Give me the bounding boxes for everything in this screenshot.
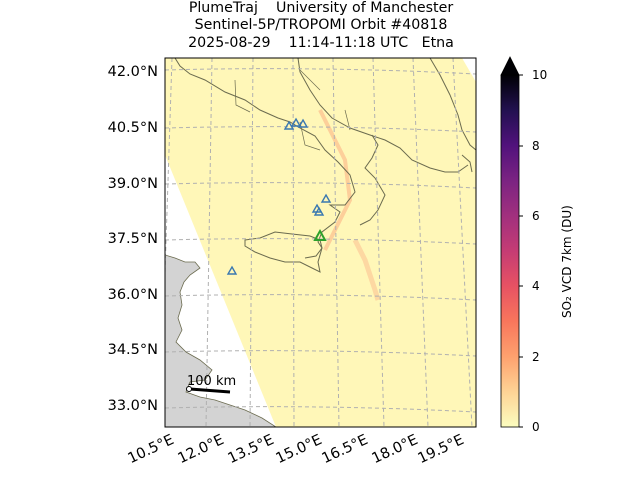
colorbar bbox=[500, 74, 520, 428]
coastline-sicily bbox=[244, 231, 323, 273]
colorbar-tick: 0 bbox=[532, 420, 540, 434]
volcano-marker bbox=[226, 265, 238, 275]
lat-label: 33.0°N bbox=[107, 398, 158, 414]
colorbar-tick: 4 bbox=[532, 279, 540, 293]
title-line-2: Sentinel-5P/TROPOMI Orbit #40818 bbox=[194, 17, 448, 33]
graticule bbox=[165, 58, 476, 427]
volcano-marker bbox=[283, 120, 295, 130]
volcano-marker bbox=[313, 206, 325, 216]
colorbar-tick: 10 bbox=[532, 68, 548, 82]
scale-bar bbox=[189, 387, 231, 394]
colorbar-tick: 8 bbox=[532, 139, 540, 153]
colorbar-extend-arrow bbox=[500, 56, 520, 76]
target-volcano-marker-etna bbox=[313, 228, 327, 241]
lat-label: 34.5°N bbox=[107, 342, 158, 358]
land-tunisia bbox=[165, 254, 277, 427]
coastline-balkans bbox=[429, 58, 476, 151]
map-panel bbox=[165, 58, 476, 427]
lat-label: 42.0°N bbox=[107, 64, 158, 80]
title-line-3: 2025-08-29 11:14-11:18 UTC Etna bbox=[188, 35, 454, 51]
colorbar-tick: 6 bbox=[532, 209, 540, 223]
volcano-marker bbox=[290, 117, 302, 127]
volcano-marker bbox=[320, 193, 332, 203]
lat-label: 37.5°N bbox=[107, 231, 158, 247]
lat-label: 36.0°N bbox=[107, 287, 158, 303]
scale-bar-label: 100 km bbox=[187, 374, 237, 389]
colorbar-tick: 2 bbox=[532, 350, 540, 364]
colorbar-label: SO₂ VCD 7km (DU) bbox=[560, 205, 574, 318]
lat-label: 40.5°N bbox=[107, 120, 158, 136]
volcano-marker bbox=[297, 118, 309, 128]
map-frame bbox=[164, 57, 477, 428]
lat-label: 39.0°N bbox=[107, 176, 158, 192]
coastline-adriatic bbox=[297, 58, 469, 173]
volcano-markers bbox=[226, 117, 332, 275]
title-line-1: PlumeTraj University of Manchester bbox=[188, 0, 454, 16]
